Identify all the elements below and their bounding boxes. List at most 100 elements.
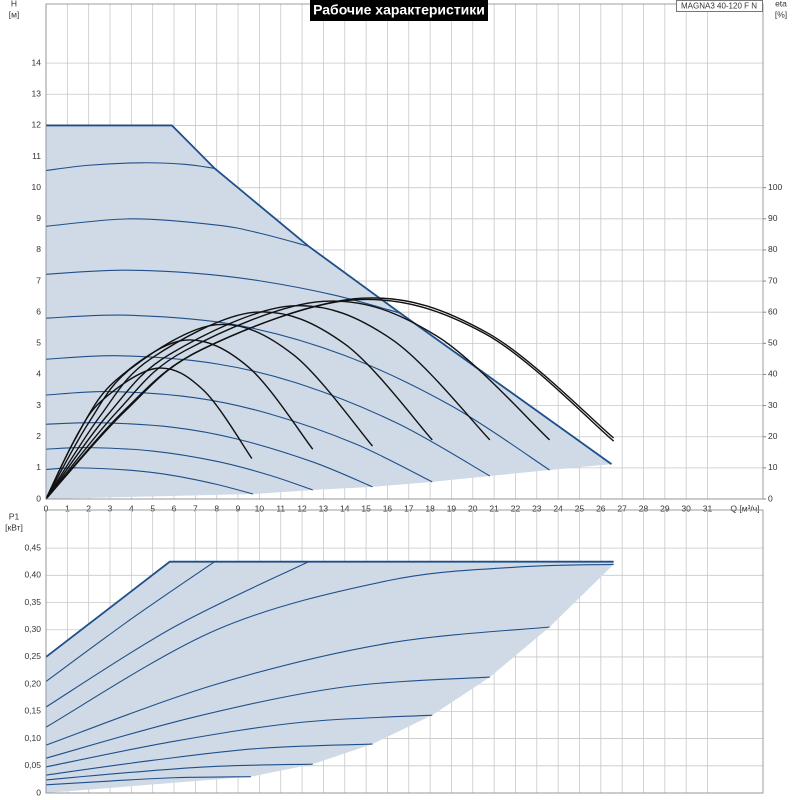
- x-axis-label: Q [м³/ч]: [730, 503, 759, 513]
- performance-curve: [45, 676, 490, 759]
- y-tick-label: 9: [36, 213, 41, 223]
- y2-tick-label: 10: [768, 462, 778, 472]
- y-tick-label: 0,05: [24, 760, 41, 770]
- performance-curve: [45, 467, 254, 495]
- y-tick-label: 5: [36, 338, 41, 348]
- x-tick-label: 26: [596, 503, 606, 513]
- performance-curve: [45, 563, 614, 728]
- title-box: [310, 0, 488, 21]
- performance-curve: [45, 776, 251, 786]
- y-tick-label: 0: [36, 787, 41, 797]
- efficiency-curve: [45, 311, 433, 500]
- y2-tick-label: 90: [768, 213, 778, 223]
- x-tick-label: 28: [639, 503, 649, 513]
- plot-layer: 0 1 2 3 4 5 6 7 8 9 10 11 12 13 14 15 16 17 18 19 20 21 22 23 24…: [5, 0, 787, 797]
- y2-tick-label: 70: [768, 275, 778, 285]
- x-tick-label: 14: [340, 503, 350, 513]
- y-tick-label: 11: [32, 151, 41, 161]
- x-tick-label: 10: [255, 503, 265, 513]
- performance-curve: [45, 314, 550, 471]
- y-tick-label: 0,30: [24, 624, 41, 634]
- y2-tick-label: 50: [768, 338, 778, 348]
- y-axis-label: H: [11, 0, 17, 8]
- performance-curve: [45, 422, 373, 488]
- model-label: MAGNA3 40-120 F N: [681, 2, 757, 11]
- performance-curve: [45, 561, 309, 708]
- y-tick-label: 7: [36, 275, 41, 285]
- y-axis-unit: [м]: [9, 9, 20, 19]
- x-tick-label: 25: [575, 503, 585, 513]
- y-tick-label: 0,20: [24, 678, 41, 688]
- x-tick-label: 15: [361, 503, 371, 513]
- x-tick-label: 29: [660, 503, 670, 513]
- y-tick-label: 3: [36, 400, 41, 410]
- x-tick-label: 11: [276, 503, 285, 513]
- efficiency-curve: [45, 304, 491, 500]
- y2-tick-label: 30: [768, 400, 778, 410]
- model-box: [676, 0, 763, 12]
- x-tick-label: 5: [150, 503, 155, 513]
- x-tick-label: 21: [489, 503, 499, 513]
- x-tick-label: 9: [236, 503, 241, 513]
- x-tick-label: 31: [703, 503, 713, 513]
- x-tick-label: 12: [297, 503, 307, 513]
- y2-tick-label: 20: [768, 431, 778, 441]
- x-tick-label: 2: [86, 503, 91, 513]
- x-tick-label: 30: [681, 503, 691, 513]
- y-tick-label: 0,40: [24, 570, 41, 580]
- performance-curve: [45, 355, 491, 477]
- x-tick-label: 6: [172, 503, 177, 513]
- operating-area: [46, 125, 612, 499]
- x-tick-label: 7: [193, 503, 198, 513]
- x-tick-label: 16: [383, 503, 393, 513]
- performance-curve: [46, 124, 613, 465]
- y-tick-label: 0,45: [24, 542, 41, 552]
- y2-axis-unit: [%]: [775, 9, 787, 19]
- x-tick-label: 13: [319, 503, 329, 513]
- performance-curve: [45, 560, 614, 658]
- x-tick-label: 8: [214, 503, 219, 513]
- x-tick-label: 22: [511, 503, 521, 513]
- x-tick-label: 18: [425, 503, 435, 513]
- x-tick-label: 19: [447, 503, 457, 513]
- y-tick-label: 0,10: [24, 733, 41, 743]
- y-tick-label: 0,25: [24, 651, 41, 661]
- performance-curve: [45, 162, 215, 172]
- performance-curve: [45, 714, 433, 768]
- performance-curve: [45, 391, 433, 483]
- y-tick-label: 0: [36, 493, 41, 503]
- performance-curve: [45, 626, 550, 746]
- x-tick-label: 23: [532, 503, 542, 513]
- y-tick-label: 10: [32, 182, 42, 192]
- efficiency-curve: [45, 323, 374, 500]
- performance-curve: [45, 763, 313, 781]
- plot-frame: [45, 509, 764, 794]
- y-tick-label: 0,15: [24, 706, 41, 716]
- x-tick-label: 17: [404, 503, 414, 513]
- chart-title: Рабочие характеристики: [313, 2, 485, 18]
- performance-curve: [45, 218, 309, 247]
- x-tick-label: 1: [65, 503, 70, 513]
- y-tick-label: 13: [32, 89, 42, 99]
- x-tick-label: 24: [553, 503, 563, 513]
- x-tick-label: 0: [44, 503, 49, 513]
- efficiency-curve: [45, 298, 615, 500]
- x-tick-label: 20: [468, 503, 478, 513]
- y-tick-label: 6: [36, 306, 41, 316]
- y-axis-label: P1: [9, 511, 20, 521]
- y-tick-label: 12: [32, 120, 42, 130]
- y2-tick-label: 60: [768, 306, 778, 316]
- x-tick-label: 4: [129, 503, 134, 513]
- x-tick-label: 3: [108, 503, 113, 513]
- y2-tick-label: 0: [768, 493, 773, 503]
- y-axis-unit: [кВт]: [5, 522, 23, 532]
- y2-tick-label: 40: [768, 369, 778, 379]
- y-tick-label: 4: [36, 369, 41, 379]
- y-tick-label: 1: [36, 462, 41, 472]
- y2-tick-label: 100: [768, 182, 782, 192]
- y-tick-label: 14: [32, 57, 42, 67]
- efficiency-curve: [45, 300, 551, 500]
- y-tick-label: 0,35: [24, 597, 41, 607]
- performance-curve: [45, 561, 215, 682]
